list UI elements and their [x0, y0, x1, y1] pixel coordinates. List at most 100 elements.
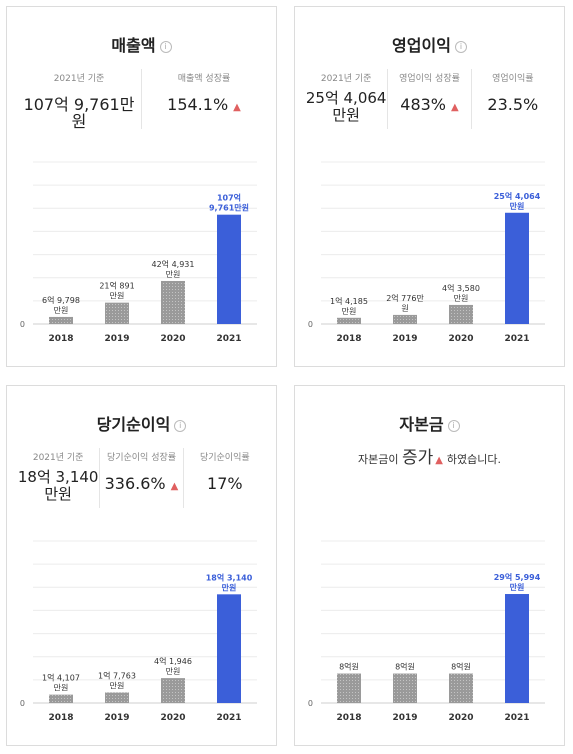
- bar-2018: [49, 694, 73, 703]
- bar-chart: 0 1억 4,185 만원 2018 2억 776만 원 2019 4억 3,580 만원 202…: [308, 161, 545, 344]
- bar-2018: [337, 317, 361, 324]
- bar-chart: 0 6억 9,798 만원 2018 21억 891 만원 2019 42억 4,931 만원 2…: [20, 161, 257, 344]
- triangle-up-icon: ▲: [435, 455, 443, 466]
- stat-label: 당기순이익률: [199, 453, 250, 463]
- stat-value: 25억 4,064 만원: [305, 89, 387, 124]
- x-tick-label: 2020: [160, 334, 185, 344]
- card-title-text: 당기순이익: [96, 415, 171, 434]
- capital-card: 자본금 i 자본금이 증가 ▲ 하였습니다. 0 8억원 2018 8억원 2019 8억원 20…: [294, 385, 565, 746]
- x-tick-label: 2019: [392, 334, 417, 344]
- bar-value-label: 4억 1,946 만원: [154, 656, 192, 676]
- net-income-card: 당기순이익 i 2021년 기준 18억 3,140 만원 당기순이익 성장률 3…: [6, 385, 277, 746]
- bar-2021: [217, 594, 241, 703]
- notice-text: 하였습니다.: [446, 453, 502, 466]
- revenue-card: 매출액 i 2021년 기준 107억 9,761만원 매출액 성장률 154.1…: [6, 6, 277, 367]
- zero-tick-label: 0: [20, 320, 25, 329]
- bar-chart: 0 8억원 2018 8억원 2019 8억원 2020 29억 5,994 만원 2021: [308, 540, 545, 723]
- x-tick-label: 2021: [504, 334, 529, 344]
- stat-margin: 영업이익률 23.5%: [470, 69, 554, 129]
- card-title-text: 자본금: [399, 415, 444, 434]
- x-tick-label: 2021: [216, 334, 241, 344]
- bar-value-label: 18억 3,140 만원: [206, 572, 253, 592]
- bar-2021: [217, 214, 241, 324]
- card-title: 영업이익 i: [295, 32, 564, 56]
- bar-value-label: 1억 7,763 만원: [98, 670, 136, 690]
- x-tick-label: 2018: [336, 713, 361, 723]
- bar-value-label: 42억 4,931 만원: [152, 259, 195, 279]
- triangle-up-icon: ▲: [451, 102, 459, 113]
- card-title-text: 매출액: [111, 36, 156, 55]
- info-icon[interactable]: i: [454, 40, 467, 53]
- card-title-text: 영업이익: [392, 36, 451, 55]
- bar-2021: [505, 212, 529, 324]
- stat-growth: 매출액 성장률 154.1% ▲: [141, 69, 266, 129]
- x-tick-label: 2018: [336, 334, 361, 344]
- stat-value: 18억 3,140 만원: [17, 468, 99, 503]
- info-icon[interactable]: i: [174, 419, 187, 432]
- notice-emphasis: 증가: [401, 448, 434, 468]
- bar-value-label: 8억원: [395, 662, 415, 672]
- bar-2020: [161, 678, 185, 703]
- bar-2019: [393, 673, 417, 703]
- x-tick-label: 2019: [104, 713, 129, 723]
- stat-base-year: 2021년 기준 107억 9,761만원: [17, 69, 141, 131]
- x-tick-label: 2020: [160, 713, 185, 723]
- bar-2020: [161, 280, 185, 324]
- stat-value: 23.5%: [487, 95, 539, 114]
- x-tick-label: 2020: [448, 713, 473, 723]
- stat-label: 2021년 기준: [32, 453, 84, 463]
- bar-value-label: 107억 9,761만원: [209, 193, 249, 213]
- stat-label: 2021년 기준: [53, 74, 105, 84]
- zero-tick-label: 0: [20, 699, 25, 708]
- stat-base-year: 2021년 기준 18억 3,140 만원: [17, 448, 99, 508]
- triangle-up-icon: ▲: [233, 102, 241, 113]
- zero-tick-label: 0: [308, 320, 313, 329]
- bar-value-label: 8억원: [451, 662, 471, 672]
- stat-value-row: 336.6% ▲: [100, 475, 182, 495]
- card-title: 자본금 i: [295, 411, 564, 435]
- x-tick-label: 2019: [104, 334, 129, 344]
- bar-value-label: 21억 891 만원: [99, 281, 134, 301]
- stat-label: 영업이익률: [492, 74, 534, 84]
- bar-value-label: 1억 4,185 만원: [330, 296, 368, 316]
- stat-value: 107억 9,761만원: [23, 95, 135, 131]
- x-tick-label: 2021: [216, 713, 241, 723]
- info-icon[interactable]: i: [447, 419, 460, 432]
- info-icon[interactable]: i: [159, 40, 172, 53]
- stat-value: 154.1%: [167, 95, 229, 114]
- bar-2019: [105, 692, 129, 703]
- stats-row: 2021년 기준 18억 3,140 만원 당기순이익 성장률 336.6% ▲ …: [17, 448, 266, 508]
- x-tick-label: 2020: [448, 334, 473, 344]
- bar-value-label: 1억 4,107 만원: [42, 673, 80, 693]
- card-title: 매출액 i: [7, 32, 276, 56]
- zero-tick-label: 0: [308, 699, 313, 708]
- x-tick-label: 2019: [392, 713, 417, 723]
- stat-value: 336.6%: [104, 474, 166, 493]
- bar-2019: [105, 302, 129, 324]
- bar-2019: [393, 314, 417, 324]
- operating-profit-card: 영업이익 i 2021년 기준 25억 4,064 만원 영업이익 성장률 483…: [294, 6, 565, 367]
- bar-value-label: 25억 4,064 만원: [494, 191, 541, 211]
- stat-value: 483%: [400, 95, 447, 114]
- stats-row: 2021년 기준 25억 4,064 만원 영업이익 성장률 483% ▲ 영업이…: [305, 69, 554, 129]
- stat-label: 영업이익 성장률: [399, 74, 460, 84]
- bar-chart: 0 1억 4,107 만원 2018 1억 7,763 만원 2019 4억 1,946 만원 2…: [20, 540, 257, 723]
- stats-row: 2021년 기준 107억 9,761만원 매출액 성장률 154.1% ▲: [17, 69, 266, 131]
- stat-base-year: 2021년 기준 25억 4,064 만원: [305, 69, 387, 129]
- stat-label: 당기순이익 성장률: [106, 453, 177, 463]
- bar-2021: [505, 594, 529, 703]
- bar-value-label: 2억 776만 원: [386, 293, 424, 313]
- stat-value-row: 154.1% ▲: [142, 96, 266, 116]
- x-tick-label: 2018: [48, 334, 73, 344]
- stat-value: 17%: [207, 474, 243, 493]
- bar-2020: [449, 673, 473, 703]
- notice-text: 자본금이: [357, 453, 399, 466]
- bar-value-label: 4억 3,580 만원: [442, 283, 480, 303]
- stat-growth: 영업이익 성장률 483% ▲: [387, 69, 470, 129]
- stat-margin: 당기순이익률 17%: [182, 448, 266, 508]
- bar-2018: [49, 316, 73, 324]
- bar-2018: [337, 673, 361, 703]
- bar-value-label: 8억원: [339, 662, 359, 672]
- capital-notice: 자본금이 증가 ▲ 하였습니다.: [295, 443, 564, 468]
- stat-label: 2021년 기준: [320, 74, 372, 84]
